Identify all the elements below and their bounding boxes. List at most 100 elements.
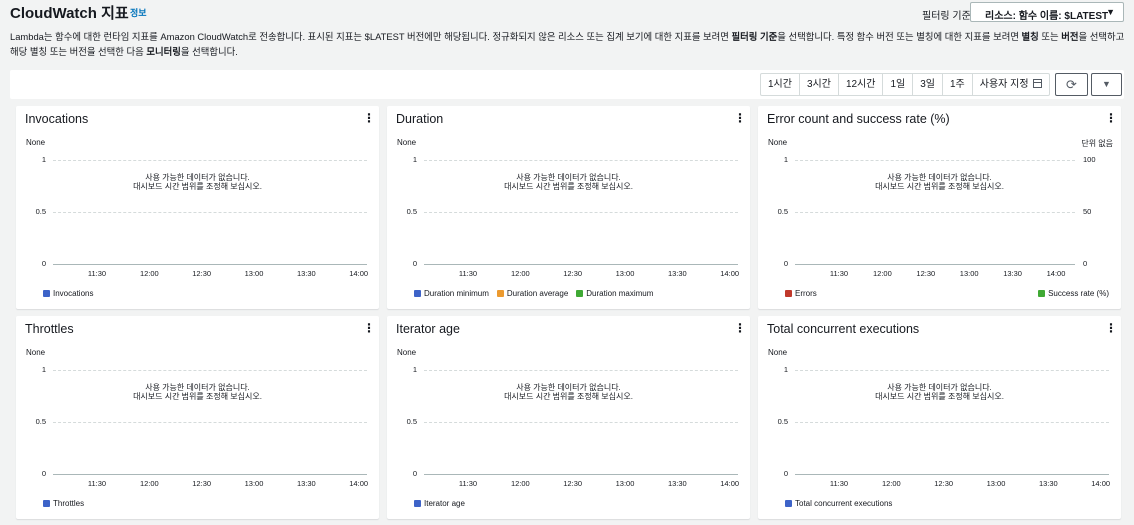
grid-line bbox=[795, 422, 1109, 423]
no-data-line-1: 사용 가능한 데이터가 없습니다. bbox=[887, 383, 992, 392]
x-tick-label: 13:00 bbox=[244, 479, 264, 488]
x-axis-line bbox=[424, 474, 738, 475]
chart-legend: Errors bbox=[785, 289, 817, 298]
no-data-line-1: 사용 가능한 데이터가 없습니다. bbox=[145, 383, 250, 392]
y-axis-unit: None bbox=[26, 348, 46, 357]
page-title: CloudWatch 지표 bbox=[10, 5, 129, 22]
no-data-line-1: 사용 가능한 데이터가 없습니다. bbox=[516, 383, 621, 392]
page-description: Lambda는 함수에 대한 런타임 지표를 Amazon CloudWatch… bbox=[10, 29, 1126, 59]
y-tick-label: 0.5 bbox=[777, 207, 788, 216]
legend-label: Throttles bbox=[53, 499, 85, 508]
no-data-line-1: 사용 가능한 데이터가 없습니다. bbox=[145, 173, 250, 182]
x-tick-label: 14:00 bbox=[349, 269, 369, 278]
legend-label: Duration minimum bbox=[424, 289, 489, 298]
range-3d-button[interactable]: 3일 bbox=[913, 74, 943, 95]
y-axis-unit: None bbox=[397, 348, 417, 357]
desc-bold-monitoring: 모니터링 bbox=[146, 46, 181, 57]
no-data-line-2: 대시보드 시간 범위를 조정해 보십시오. bbox=[875, 391, 1004, 401]
x-tick-label: 11:30 bbox=[458, 479, 478, 488]
x-tick-label: 14:00 bbox=[720, 479, 740, 488]
right-axis-unit: 단위 없음 bbox=[1081, 139, 1113, 148]
y-tick-label: 1 bbox=[412, 365, 417, 374]
legend-item[interactable]: Duration minimum bbox=[414, 289, 489, 298]
legend-item[interactable]: Iterator age bbox=[414, 499, 465, 508]
caret-down-icon: ▼ bbox=[1102, 79, 1111, 89]
info-link[interactable]: 정보 bbox=[130, 8, 147, 18]
widget-menu-icon[interactable]: ⋮ bbox=[1105, 321, 1117, 335]
filter-select-value: 리소스: 함수 이름: $LATEST bbox=[985, 11, 1109, 22]
no-data-line-1: 사용 가능한 데이터가 없습니다. bbox=[887, 173, 992, 182]
refresh-button[interactable]: ⟳ bbox=[1055, 73, 1088, 96]
no-data-message: 사용 가능한 데이터가 없습니다. 대시보드 시간 범위를 조정해 보십시오. bbox=[387, 173, 750, 191]
range-3h-button[interactable]: 3시간 bbox=[800, 74, 839, 95]
x-tick-label: 11:30 bbox=[458, 269, 478, 278]
legend-item[interactable]: Invocations bbox=[43, 289, 93, 298]
widget-menu-icon[interactable]: ⋮ bbox=[363, 321, 375, 335]
widget-menu-icon[interactable]: ⋮ bbox=[1105, 111, 1117, 125]
filter-select[interactable]: 리소스: 함수 이름: $LATEST ▼ bbox=[970, 2, 1124, 22]
legend-label: Success rate (%) bbox=[1048, 289, 1109, 298]
y-axis-unit: None bbox=[26, 138, 46, 147]
page-header: CloudWatch 지표 정보 필터링 기준 리소스: 함수 이름: $LAT… bbox=[10, 0, 1126, 26]
right-y-tick-label: 100 bbox=[1083, 155, 1096, 164]
legend-swatch bbox=[414, 290, 421, 297]
x-tick-label: 13:30 bbox=[667, 269, 687, 278]
range-1d-button[interactable]: 1일 bbox=[883, 74, 914, 95]
range-1w-button[interactable]: 1주 bbox=[943, 74, 973, 95]
range-custom-button[interactable]: 사용자 지정 bbox=[973, 74, 1049, 95]
widget-menu-icon[interactable]: ⋮ bbox=[734, 111, 746, 125]
x-tick-label: 13:30 bbox=[296, 479, 316, 488]
chart-legend: Total concurrent executions bbox=[785, 499, 892, 508]
y-tick-label: 1 bbox=[783, 365, 788, 374]
y-tick-label: 0 bbox=[783, 259, 788, 268]
legend-item[interactable]: Duration maximum bbox=[576, 289, 653, 298]
legend-item[interactable]: Throttles bbox=[43, 499, 84, 508]
legend-swatch bbox=[785, 500, 792, 507]
no-data-line-2: 대시보드 시간 범위를 조정해 보십시오. bbox=[504, 181, 633, 191]
x-axis-line bbox=[53, 264, 367, 265]
no-data-message: 사용 가능한 데이터가 없습니다. 대시보드 시간 범위를 조정해 보십시오. bbox=[16, 173, 379, 191]
y-axis-unit: None bbox=[768, 138, 788, 147]
x-axis-line bbox=[795, 474, 1109, 475]
y-tick-label: 1 bbox=[41, 155, 46, 164]
x-tick-label: 12:00 bbox=[873, 269, 892, 278]
no-data-line-2: 대시보드 시간 범위를 조정해 보십시오. bbox=[133, 181, 262, 191]
x-tick-label: 12:00 bbox=[139, 479, 159, 488]
y-tick-label: 0 bbox=[412, 469, 417, 478]
x-axis-line bbox=[795, 264, 1075, 265]
chart-legend: Invocations bbox=[43, 289, 93, 298]
widget-title: Total concurrent executions bbox=[767, 322, 920, 336]
no-data-message: 사용 가능한 데이터가 없습니다. 대시보드 시간 범위를 조정해 보십시오. bbox=[758, 383, 1121, 401]
x-tick-label: 12:00 bbox=[881, 479, 901, 488]
legend-label: Total concurrent executions bbox=[795, 499, 893, 508]
widget-error-count-and-success-rate: Error count and success rate (%) ⋮ None 단위 … bbox=[758, 106, 1121, 309]
x-tick-label: 13:00 bbox=[615, 479, 635, 488]
y-tick-label: 1 bbox=[783, 155, 788, 164]
x-axis-line bbox=[53, 474, 367, 475]
legend-item-right[interactable]: Success rate (%) bbox=[1038, 289, 1109, 298]
range-1h-button[interactable]: 1시간 bbox=[761, 74, 800, 95]
grid-line bbox=[795, 212, 1075, 213]
range-custom-label: 사용자 지정 bbox=[979, 79, 1029, 90]
grid-line bbox=[424, 422, 738, 423]
legend-swatch bbox=[785, 290, 792, 297]
range-12h-button[interactable]: 12시간 bbox=[839, 74, 884, 95]
chart-legend: Throttles bbox=[43, 499, 84, 508]
y-axis-unit: None bbox=[768, 348, 788, 357]
grid-line bbox=[424, 370, 738, 371]
legend-item[interactable]: Errors bbox=[785, 289, 817, 298]
legend-label: Duration average bbox=[506, 289, 569, 298]
x-tick-label: 13:00 bbox=[615, 269, 635, 278]
filter-label: 필터링 기준 bbox=[922, 11, 971, 22]
legend-item[interactable]: Total concurrent executions bbox=[785, 499, 892, 508]
refresh-options-dropdown[interactable]: ▼ bbox=[1091, 73, 1122, 96]
no-data-line-1: 사용 가능한 데이터가 없습니다. bbox=[516, 173, 621, 182]
no-data-message: 사용 가능한 데이터가 없습니다. 대시보드 시간 범위를 조정해 보십시오. bbox=[16, 383, 379, 401]
legend-item[interactable]: Duration average bbox=[496, 289, 569, 298]
grid-line bbox=[53, 370, 367, 371]
widget-menu-icon[interactable]: ⋮ bbox=[734, 321, 746, 335]
x-tick-label: 11:30 bbox=[87, 479, 107, 488]
no-data-line-2: 대시보드 시간 범위를 조정해 보십시오. bbox=[133, 391, 262, 401]
widget-menu-icon[interactable]: ⋮ bbox=[363, 111, 375, 125]
x-tick-label: 12:00 bbox=[139, 269, 159, 278]
